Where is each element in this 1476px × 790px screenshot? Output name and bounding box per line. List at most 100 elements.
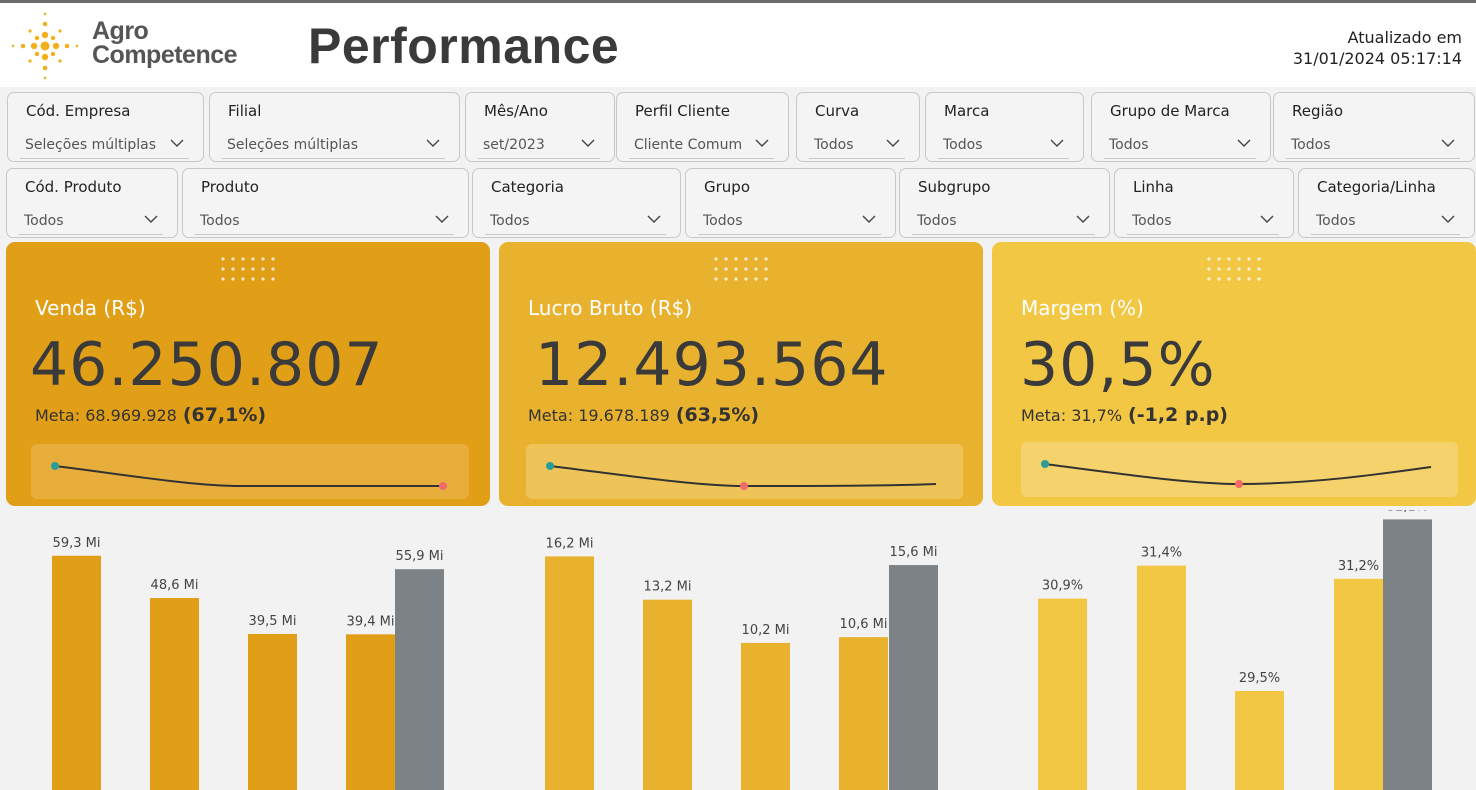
bar[interactable] xyxy=(1137,565,1186,790)
sparkline-end-point xyxy=(439,482,447,490)
slicer-dropdown[interactable]: Todos xyxy=(1311,207,1460,235)
chevron-down-icon xyxy=(1237,139,1251,147)
slicer-title: Grupo de Marca xyxy=(1110,102,1230,120)
slicer-dropdown[interactable]: Todos xyxy=(1127,207,1279,235)
slicer-curva[interactable]: Curva Todos xyxy=(796,92,920,162)
kpi-meta: Meta: 31,7% (-1,2 p.p) xyxy=(1021,404,1228,426)
drag-handle-dot xyxy=(1217,257,1221,261)
drag-handle-dot xyxy=(251,257,255,261)
slicer-title: Linha xyxy=(1133,178,1174,196)
slicer-categoria[interactable]: Categoria Todos xyxy=(472,168,681,238)
slicer-dropdown[interactable]: Todos xyxy=(1104,131,1256,159)
bar[interactable] xyxy=(643,599,692,790)
bar[interactable] xyxy=(248,633,297,790)
slicer-dropdown[interactable]: Todos xyxy=(195,207,454,235)
slicer-dropdown[interactable]: Todos xyxy=(485,207,666,235)
drag-handle-dot xyxy=(1237,267,1241,271)
drag-handle-dot xyxy=(231,257,235,261)
slicer-produto[interactable]: Produto Todos xyxy=(182,168,469,238)
slicer-filial[interactable]: Filial Seleções múltiplas xyxy=(209,92,460,162)
drag-handle-dot xyxy=(734,267,738,271)
drag-handle-dot xyxy=(724,267,728,271)
drag-handle-dot xyxy=(754,267,758,271)
drag-handle-dot xyxy=(261,267,265,271)
updated-label: Atualizado em xyxy=(1347,28,1462,47)
bar-comparison[interactable] xyxy=(395,569,444,790)
slicer-value: Todos xyxy=(200,213,240,229)
kpi-card-venda[interactable]: Venda (R$) 46.250.807 Meta: 68.969.928 (6… xyxy=(6,242,490,506)
bar-data-label: 59,3 Mi xyxy=(53,536,101,551)
bar[interactable] xyxy=(545,556,594,790)
slicer-dropdown[interactable]: Todos xyxy=(698,207,881,235)
slicer-dropdown[interactable]: Todos xyxy=(938,131,1069,159)
bar[interactable] xyxy=(52,555,101,790)
slicer-regiao[interactable]: Região Todos xyxy=(1273,92,1475,162)
kpi-card-lucro-bruto[interactable]: Lucro Bruto (R$) 12.493.564 Meta: 19.678… xyxy=(499,242,983,506)
kpi-meta-label: Meta: 31,7% xyxy=(1021,406,1123,425)
chevron-down-icon xyxy=(862,215,876,223)
slicer-categoria-linha[interactable]: Categoria/Linha Todos xyxy=(1298,168,1475,238)
slicer-mes-ano[interactable]: Mês/Ano set/2023 xyxy=(465,92,615,162)
kpi-label: Lucro Bruto (R$) xyxy=(528,296,693,320)
drag-handle-dot xyxy=(1227,277,1231,281)
slicer-value: Todos xyxy=(814,137,854,153)
bar[interactable] xyxy=(346,634,395,790)
slicer-title: Perfil Cliente xyxy=(635,102,730,120)
bar-data-label: 39,4 Mi xyxy=(347,614,395,629)
drag-handle-dot xyxy=(1237,257,1241,261)
slicer-dropdown[interactable]: Todos xyxy=(1286,131,1460,159)
kpi-value: 30,5% xyxy=(1020,330,1216,400)
drag-handle-icon[interactable] xyxy=(1204,254,1264,284)
slicer-value: Todos xyxy=(490,213,530,229)
slicer-grupo[interactable]: Grupo Todos xyxy=(685,168,896,238)
slicer-grupo-de-marca[interactable]: Grupo de Marca Todos xyxy=(1091,92,1271,162)
drag-handle-icon[interactable] xyxy=(711,254,771,284)
chevron-down-icon xyxy=(1050,139,1064,147)
kpi-value: 46.250.807 xyxy=(30,330,384,400)
bar[interactable] xyxy=(1235,691,1284,790)
drag-handle-icon[interactable] xyxy=(218,254,278,284)
bar[interactable] xyxy=(1334,578,1383,790)
bar-data-label: 10,6 Mi xyxy=(840,617,888,632)
slicer-dropdown[interactable]: Seleções múltiplas xyxy=(20,131,189,159)
bar-data-label: 32,1% xyxy=(1387,510,1428,514)
slicer-cod-produto[interactable]: Cód. Produto Todos xyxy=(6,168,178,238)
bar-comparison[interactable] xyxy=(889,565,938,790)
drag-handle-dot xyxy=(1207,277,1211,281)
drag-handle-dot xyxy=(1207,267,1211,271)
drag-handle-dot xyxy=(764,277,768,281)
chevron-down-icon xyxy=(647,215,661,223)
bar[interactable] xyxy=(1038,598,1087,790)
bar[interactable] xyxy=(839,637,888,790)
bar[interactable] xyxy=(741,642,790,790)
chevron-down-icon xyxy=(1260,215,1274,223)
slicer-perfil-cliente[interactable]: Perfil Cliente Cliente Comum xyxy=(616,92,789,162)
slicer-dropdown[interactable]: Todos xyxy=(912,207,1095,235)
drag-handle-dot xyxy=(221,257,225,261)
slicer-linha[interactable]: Linha Todos xyxy=(1114,168,1294,238)
last-updated: Atualizado em 31/01/2024 05:17:14 xyxy=(1293,27,1462,69)
top-border xyxy=(0,0,1476,3)
slicer-value: Cliente Comum xyxy=(634,137,743,153)
slicer-marca[interactable]: Marca Todos xyxy=(925,92,1084,162)
sparkline-low-point xyxy=(740,482,748,490)
kpi-card-margem[interactable]: Margem (%) 30,5% Meta: 31,7% (-1,2 p.p) xyxy=(992,242,1476,506)
kpi-meta-percent: (67,1%) xyxy=(182,404,267,426)
slicer-dropdown[interactable]: Todos xyxy=(19,207,163,235)
slicer-dropdown[interactable]: Todos xyxy=(809,131,905,159)
slicer-subgrupo[interactable]: Subgrupo Todos xyxy=(899,168,1110,238)
slicer-dropdown[interactable]: Cliente Comum xyxy=(629,131,774,159)
kpi-meta-percent: (-1,2 p.p) xyxy=(1128,404,1228,426)
drag-handle-dot xyxy=(1217,277,1221,281)
slicer-title: Filial xyxy=(228,102,262,120)
bar[interactable] xyxy=(150,598,199,790)
drag-handle-dot xyxy=(1217,267,1221,271)
slicer-title: Cód. Empresa xyxy=(26,102,131,120)
slicer-value: Todos xyxy=(703,213,743,229)
slicer-cod-empresa[interactable]: Cód. Empresa Seleções múltiplas xyxy=(7,92,204,162)
slicer-dropdown[interactable]: Seleções múltiplas xyxy=(222,131,445,159)
bar-data-label: 15,6 Mi xyxy=(890,545,938,560)
slicer-dropdown[interactable]: set/2023 xyxy=(478,131,600,159)
bar-comparison[interactable] xyxy=(1383,519,1432,790)
slicer-value: set/2023 xyxy=(483,137,545,153)
